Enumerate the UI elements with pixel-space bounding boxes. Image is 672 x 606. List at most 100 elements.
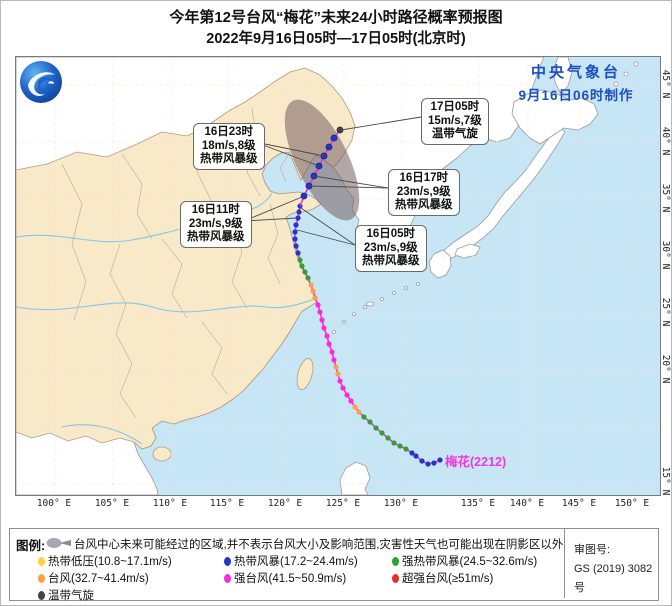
track-point [425, 461, 431, 467]
latitude-label: 25° N [660, 297, 671, 327]
honshu [441, 125, 566, 260]
longitude-label: 130° E [383, 498, 419, 509]
agency-issued-time: 9月16日06时制作 [518, 88, 634, 103]
callout-leader-lines [243, 116, 422, 246]
hokkaido [511, 89, 599, 145]
province-boundaries [61, 107, 291, 419]
longitude-label: 145° E [561, 498, 597, 509]
track-point [379, 430, 385, 436]
kyushu [428, 249, 452, 279]
intensity-dot-icon [38, 557, 45, 566]
japan-islands [332, 57, 639, 495]
track-point [333, 364, 339, 370]
track-point [391, 440, 397, 446]
forecast-callout: 16日23时 18m/s,8级 热带风暴级 [193, 123, 265, 170]
track-point [305, 275, 311, 281]
agency-stamp: 中央气象台 9月16日06时制作 [501, 61, 651, 104]
legend-panel: 图例: 台风中心未来可能经过的区域,并不表示台风大小及影响范围,灾害性天气也可能… [9, 528, 659, 603]
forecast-callout: 16日11时 23m/s,9级 热带风暴级 [180, 201, 252, 248]
track-point [321, 325, 327, 331]
east-asia-map [16, 57, 660, 495]
cone-note: 台风中心未来可能经过的区域,并不表示台风大小及影响范围,灾害性天气也可能出现在阴… [74, 539, 564, 551]
longitude-label: 120° E [267, 498, 303, 509]
approval-number: GS (2019) 3082号 [574, 563, 653, 594]
hainan [152, 446, 172, 462]
track-point [337, 378, 343, 384]
intensity-dot-icon [224, 574, 231, 583]
track-point [413, 453, 419, 459]
intensity-dot-icon [392, 557, 399, 566]
track-point [409, 450, 415, 456]
latitude-label: 35° N [660, 183, 671, 213]
luzon [339, 461, 371, 495]
forecast-callout: 16日05时 23m/s,9级 热带风暴级 [355, 225, 427, 272]
track-point [296, 209, 302, 215]
legend-item: 热带风暴(17.2~24.4m/s) [224, 553, 358, 569]
forecast-point [300, 192, 308, 200]
forecast-callout: 16日17时 23m/s,9级 热带风暴级 [388, 169, 460, 216]
forecast-callout: 17日05时 15m/s,7级 温带气旋 [421, 98, 489, 145]
longitude-label: 140° E [509, 498, 545, 509]
track-point [329, 349, 335, 355]
latitude-label: 45° N [660, 69, 671, 99]
legend-item: 强台风(41.5~50.9m/s) [224, 570, 346, 586]
storm-name-label: 梅花(2212) [445, 455, 507, 469]
probability-cone-icon [46, 538, 71, 548]
agency-name: 中央气象台 [530, 64, 621, 81]
approval-label: 审图号: [574, 544, 611, 556]
legend-item: 强热带风暴(24.5~32.6m/s) [392, 553, 537, 569]
longitude-label: 100° E [36, 498, 72, 509]
track-point [419, 458, 425, 464]
track-point [340, 385, 346, 391]
longitude-label: 135° E [460, 498, 496, 509]
longitude-label: 105° E [94, 498, 130, 509]
page-title: 今年第12号台风“梅花”未来24小时路径概率预报图 [169, 9, 503, 26]
track-point [331, 357, 337, 363]
latitude-label: 40° N [660, 126, 671, 156]
forecast-point [325, 143, 333, 151]
typhoon-track-layer [284, 99, 443, 467]
track-point [319, 317, 325, 323]
legend-item: 台风(32.7~41.4m/s) [38, 570, 149, 586]
rivers [16, 192, 316, 445]
map-approval-number: 审图号: GS (2019) 3082号 [574, 541, 658, 598]
track-point [361, 414, 367, 420]
track-point [437, 457, 443, 463]
legend-divider [564, 529, 565, 598]
track-point [302, 269, 308, 275]
track-point [295, 215, 301, 221]
track-point [293, 222, 299, 228]
latitude-label: 20° N [660, 354, 671, 384]
track-point [385, 435, 391, 441]
track-point [431, 460, 437, 466]
shikoku [454, 243, 481, 259]
track-point [326, 341, 332, 347]
track-point [324, 333, 330, 339]
forecast-point [330, 134, 338, 142]
legend-item: 超强台风(≥51m/s) [392, 570, 493, 586]
legend-title: 图例: [16, 539, 46, 553]
track-point [308, 282, 314, 288]
track-point [312, 295, 318, 301]
track-point [292, 236, 298, 242]
track-point [292, 229, 298, 235]
map-panel [15, 56, 661, 496]
cma-logo-icon [20, 61, 62, 103]
latitude-label: 15° N [660, 466, 671, 496]
track-point [352, 404, 358, 410]
track-point [317, 309, 323, 315]
graticule [16, 57, 660, 495]
page-subtitle: 2022年9月16日05时—17日05时(北京时) [206, 31, 466, 47]
track-point [293, 243, 299, 249]
track-point [397, 443, 403, 449]
track-point [367, 419, 373, 425]
latitude-label: 30° N [660, 240, 671, 270]
longitude-label: 110° E [152, 498, 188, 509]
legend-item: 热带低压(10.8~17.1m/s) [38, 553, 172, 569]
taiwan [296, 358, 314, 390]
track-point [403, 446, 409, 452]
intensity-dot-icon [224, 557, 231, 566]
track-point [335, 371, 341, 377]
legend-item: 温带气旋 [38, 587, 94, 603]
